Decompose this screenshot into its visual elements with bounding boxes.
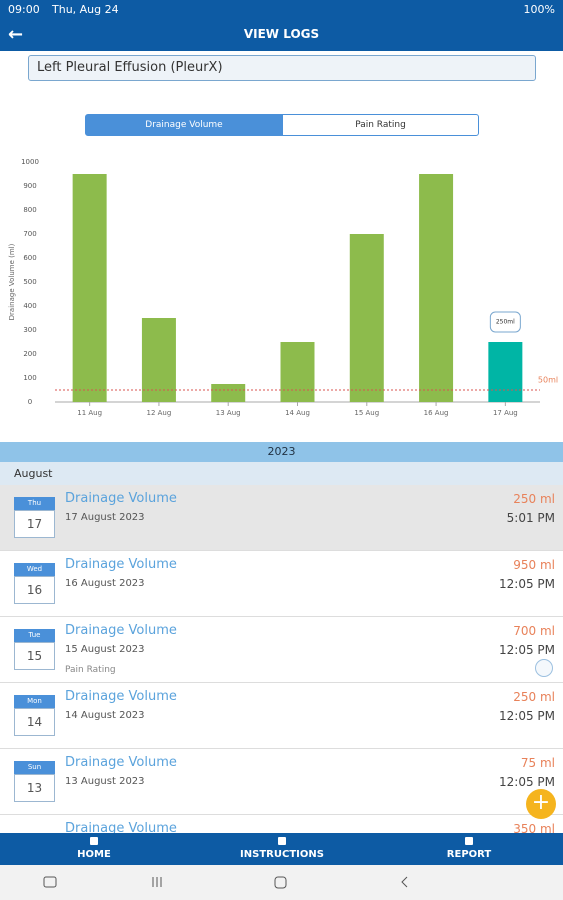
entry-value: 250 ml [513,492,555,506]
entry-value: 700 ml [513,624,555,638]
entry-value: 950 ml [513,558,555,572]
condition-selector[interactable]: Left Pleural Effusion (PleurX) [28,55,536,81]
entry-time: 12:05 PM [499,709,555,723]
y-tick-label: 100 [23,374,36,382]
calendar-day: 16 [14,576,55,604]
entry-date: 15 August 2023 [65,644,145,655]
entry-title: Drainage Volume [65,557,177,572]
tab-pain[interactable]: Pain Rating [282,114,479,136]
year-header: 2023 [0,442,563,462]
x-tick-label: 11 Aug [77,409,102,417]
calendar-day: 17 [14,510,55,538]
x-tick-label: 17 Aug [493,409,518,417]
log-entry[interactable]: Sun 13 Drainage Volume 13 August 2023 75 ml 1… [0,749,563,815]
bar [488,342,523,402]
entry-date: 17 August 2023 [65,512,145,523]
x-tick-label: 14 Aug [285,409,310,417]
menu-icon[interactable] [152,877,162,887]
threshold-label: 50ml [538,376,558,385]
log-entry[interactable]: Drainage Volume 350 ml [0,815,563,833]
calendar-day: 15 [14,642,55,670]
system-nav-bg [0,865,563,900]
nav-icon [90,837,98,845]
y-tick-label: 400 [23,302,36,310]
chart: Drainage Volume (ml) 0 100 200 300 400 500 600… [8,158,558,417]
nav-item[interactable]: INSTRUCTIONS [240,849,324,860]
calendar-day: 13 [14,774,55,802]
y-tick-label: 800 [23,206,36,214]
entry-date: 13 August 2023 [65,776,145,787]
month-header: August [0,462,563,485]
bar [211,384,246,402]
recent-apps-icon[interactable] [43,876,57,888]
status-time: 09:00 [8,3,40,16]
log-entry[interactable]: Tue 15 Drainage Volume 15 August 2023 700 ml… [0,617,563,683]
entry-date: 16 August 2023 [65,578,145,589]
log-entry[interactable]: Thu 17 Drainage Volume 17 August 2023 250 ml… [0,485,563,551]
bar [419,174,454,402]
calendar-weekday: Wed [14,563,55,576]
bottom-nav: HOME INSTRUCTIONS REPORT [0,833,563,865]
entry-date: 14 August 2023 [65,710,145,721]
pain-icon [535,659,553,677]
tooltip-box [489,311,521,333]
entry-value: 75 ml [520,756,555,770]
y-tick-label: 700 [23,230,36,238]
back-icon[interactable] [401,876,408,888]
bar [141,318,176,402]
add-button[interactable]: + [526,789,556,819]
top-bar [0,0,563,51]
y-axis-label: Drainage Volume (ml) [8,243,16,320]
nav-icon [465,837,473,845]
back-button[interactable]: ← [8,24,24,45]
entry-time: 5:01 PM [506,511,555,525]
tooltip: 250ml [496,319,515,326]
calendar-weekday: Sun [14,761,55,774]
y-tick-label: 200 [23,350,36,358]
entry-time: 12:05 PM [499,775,555,789]
entry-title: Drainage Volume [65,623,177,638]
y-tick-label: 900 [23,182,36,190]
entry-value: 350 ml [513,822,555,833]
y-tick-label: 300 [23,326,36,334]
y-tick-label: 600 [23,254,36,262]
page-title: VIEW LOGS [243,27,320,41]
bar [349,234,384,402]
entry-note: Pain Rating [65,665,116,675]
bar [72,174,107,402]
status-date: Thu, Aug 24 [52,3,119,16]
calendar-day: 14 [14,708,55,736]
system-nav [0,865,563,900]
log-entry[interactable]: Wed 16 Drainage Volume 16 August 2023 950 ml… [0,551,563,617]
entry-time: 12:05 PM [499,643,555,657]
log-list: Thu 17 Drainage Volume 17 August 2023 250 ml… [0,485,563,833]
y-tick-label: 1000 [21,158,39,166]
nav-icon [278,837,286,845]
entry-value: 250 ml [513,690,555,704]
entry-time: 12:05 PM [499,577,555,591]
battery: 100% [523,3,555,16]
x-tick-label: 13 Aug [216,409,241,417]
entry-title: Drainage Volume [65,689,177,704]
x-tick-label: 15 Aug [354,409,379,417]
log-entry[interactable]: Mon 14 Drainage Volume 14 August 2023 250 ml… [0,683,563,749]
entry-title: Drainage Volume [65,491,177,506]
entry-title: Drainage Volume [65,821,177,833]
home-icon[interactable] [274,876,287,889]
y-tick-label: 0 [28,398,32,406]
nav-item[interactable]: HOME [77,849,111,860]
x-tick-label: 16 Aug [424,409,449,417]
calendar-weekday: Mon [14,695,55,708]
tab-drainage[interactable]: Drainage Volume [85,114,283,136]
calendar-weekday: Tue [14,629,55,642]
bar [280,342,315,402]
calendar-weekday: Thu [14,497,55,510]
nav-item[interactable]: REPORT [446,849,492,860]
x-tick-label: 12 Aug [147,409,172,417]
entry-title: Drainage Volume [65,755,177,770]
y-tick-label: 500 [23,278,36,286]
